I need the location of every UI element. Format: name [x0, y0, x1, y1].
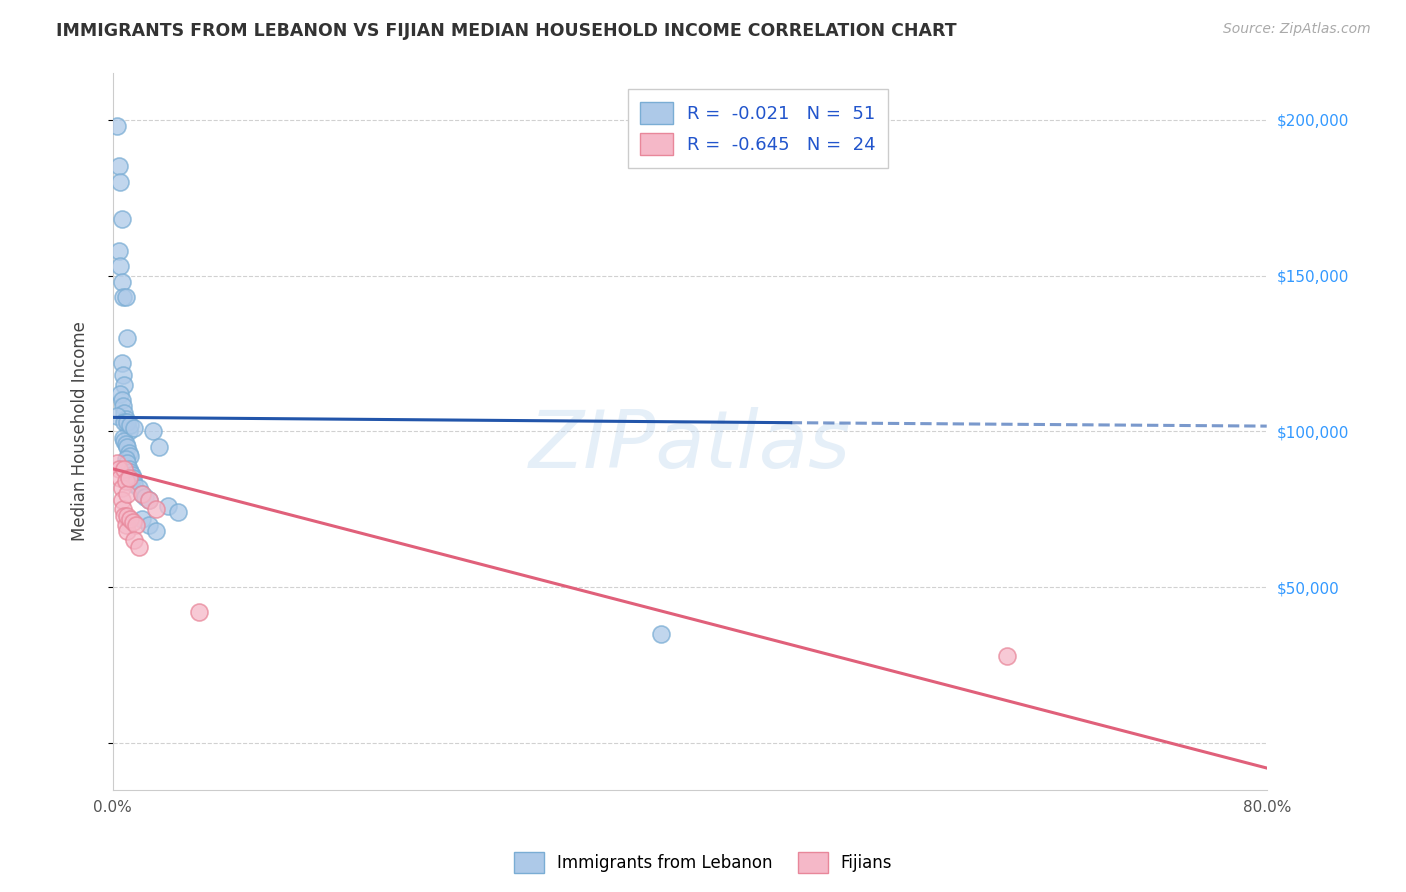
Point: [134, 490, 156, 504]
Point: [110, 493, 132, 508]
Point: [120, 418, 142, 433]
Point: [112, 415, 135, 429]
Point: [124, 533, 146, 548]
Point: [995, 648, 1018, 663]
Point: [166, 505, 188, 519]
Point: [118, 462, 141, 476]
Text: Source: ZipAtlas.com: Source: ZipAtlas.com: [1223, 22, 1371, 37]
Point: [105, 119, 128, 133]
Text: ZIPatlas: ZIPatlas: [529, 407, 851, 484]
Point: [117, 456, 139, 470]
Point: [114, 452, 136, 467]
Point: [111, 290, 134, 304]
Point: [156, 500, 179, 514]
Point: [107, 462, 129, 476]
Point: [105, 409, 128, 423]
Point: [111, 368, 134, 383]
Point: [108, 471, 131, 485]
Point: [110, 393, 132, 408]
Legend: Immigrants from Lebanon, Fijians: Immigrants from Lebanon, Fijians: [508, 846, 898, 880]
Point: [131, 487, 153, 501]
Text: IMMIGRANTS FROM LEBANON VS FIJIAN MEDIAN HOUSEHOLD INCOME CORRELATION CHART: IMMIGRANTS FROM LEBANON VS FIJIAN MEDIAN…: [56, 22, 957, 40]
Point: [112, 434, 135, 448]
Point: [110, 212, 132, 227]
Point: [108, 175, 131, 189]
Point: [108, 259, 131, 273]
Point: [117, 487, 139, 501]
Point: [120, 511, 142, 525]
Point: [114, 290, 136, 304]
Point: [138, 493, 160, 508]
Point: [122, 471, 145, 485]
Point: [138, 517, 160, 532]
Point: [145, 524, 167, 538]
Point: [117, 524, 139, 538]
Point: [117, 508, 139, 523]
Point: [118, 471, 141, 485]
Point: [124, 477, 146, 491]
Point: [107, 244, 129, 258]
Point: [118, 446, 141, 460]
Point: [110, 356, 132, 370]
Point: [110, 481, 132, 495]
Point: [112, 377, 135, 392]
Point: [121, 468, 143, 483]
Y-axis label: Median Household Income: Median Household Income: [72, 321, 89, 541]
Point: [105, 456, 128, 470]
Point: [142, 425, 165, 439]
Point: [120, 450, 142, 464]
Point: [131, 487, 153, 501]
Point: [117, 418, 139, 433]
Point: [122, 515, 145, 529]
Point: [117, 440, 139, 454]
Point: [108, 387, 131, 401]
Point: [118, 425, 141, 439]
Point: [650, 627, 672, 641]
Point: [111, 431, 134, 445]
Point: [112, 462, 135, 476]
Point: [128, 481, 150, 495]
Point: [128, 540, 150, 554]
Point: [110, 275, 132, 289]
Point: [112, 406, 135, 420]
Point: [117, 331, 139, 345]
Legend: R =  -0.021   N =  51, R =  -0.645   N =  24: R = -0.021 N = 51, R = -0.645 N = 24: [627, 89, 889, 168]
Point: [120, 465, 142, 479]
Point: [125, 517, 148, 532]
Point: [114, 517, 136, 532]
Point: [120, 475, 142, 489]
Point: [148, 440, 170, 454]
Point: [114, 412, 136, 426]
Point: [111, 502, 134, 516]
Point: [131, 511, 153, 525]
Point: [114, 475, 136, 489]
Point: [112, 508, 135, 523]
Point: [138, 493, 160, 508]
Point: [117, 415, 139, 429]
Point: [124, 421, 146, 435]
Point: [188, 605, 211, 619]
Point: [114, 437, 136, 451]
Point: [111, 400, 134, 414]
Point: [107, 160, 129, 174]
Point: [145, 502, 167, 516]
